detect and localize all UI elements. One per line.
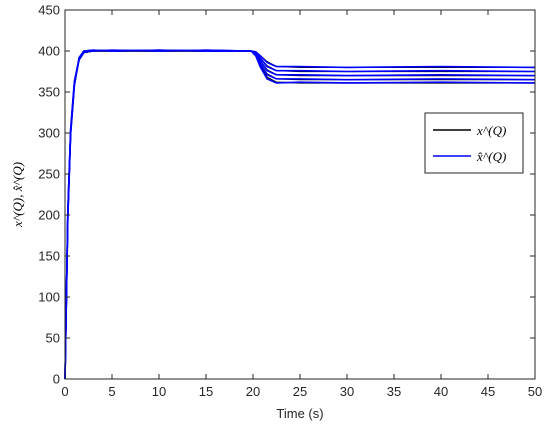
- y-tick-label: 0: [53, 372, 60, 387]
- legend-box: [424, 112, 524, 174]
- x-tick-label: 25: [293, 384, 307, 399]
- y-axis-label: x^(Q), x̂^(Q): [10, 162, 25, 228]
- svg-text:x^(Q), x̂^(Q): x^(Q), x̂^(Q): [10, 162, 25, 228]
- x-tick-label: 45: [481, 384, 495, 399]
- legend-label: x̂^(Q): [476, 149, 506, 164]
- x-tick-label: 50: [528, 384, 542, 399]
- x-axis-label: Time (s): [276, 406, 323, 421]
- y-tick-label: 200: [38, 208, 60, 223]
- y-tick-label: 450: [38, 3, 60, 18]
- x-tick-label: 35: [387, 384, 401, 399]
- x-tick-label: 0: [61, 384, 68, 399]
- x-tick-label: 10: [152, 384, 166, 399]
- x-tick-label: 30: [340, 384, 354, 399]
- y-tick-label: 100: [38, 290, 60, 305]
- series-layer: [64, 49, 536, 380]
- x-tick-label: 5: [108, 384, 115, 399]
- x-tick-label: 15: [199, 384, 213, 399]
- axes-layer: [64, 9, 536, 380]
- legend-label: x^(Q): [476, 123, 506, 138]
- y-tick-label: 50: [46, 331, 60, 346]
- y-tick-label: 400: [38, 44, 60, 59]
- y-tick-label: 300: [38, 126, 60, 141]
- y-tick-label: 350: [38, 85, 60, 100]
- legend: x^(Q) x̂^(Q): [424, 112, 524, 174]
- plot-frame-bg: [65, 10, 535, 379]
- plot-area: [65, 10, 535, 379]
- x-tick-label: 40: [434, 384, 448, 399]
- y-tick-label: 150: [38, 249, 60, 264]
- tick-labels: 0 5 10 15 20 25 30 35 40 45 50 0 50 100 150 200 250 300 35…: [38, 3, 542, 400]
- y-tick-label: 250: [38, 167, 60, 182]
- series-line-xhat-5: [64, 49, 536, 380]
- x-tick-label: 20: [246, 384, 260, 399]
